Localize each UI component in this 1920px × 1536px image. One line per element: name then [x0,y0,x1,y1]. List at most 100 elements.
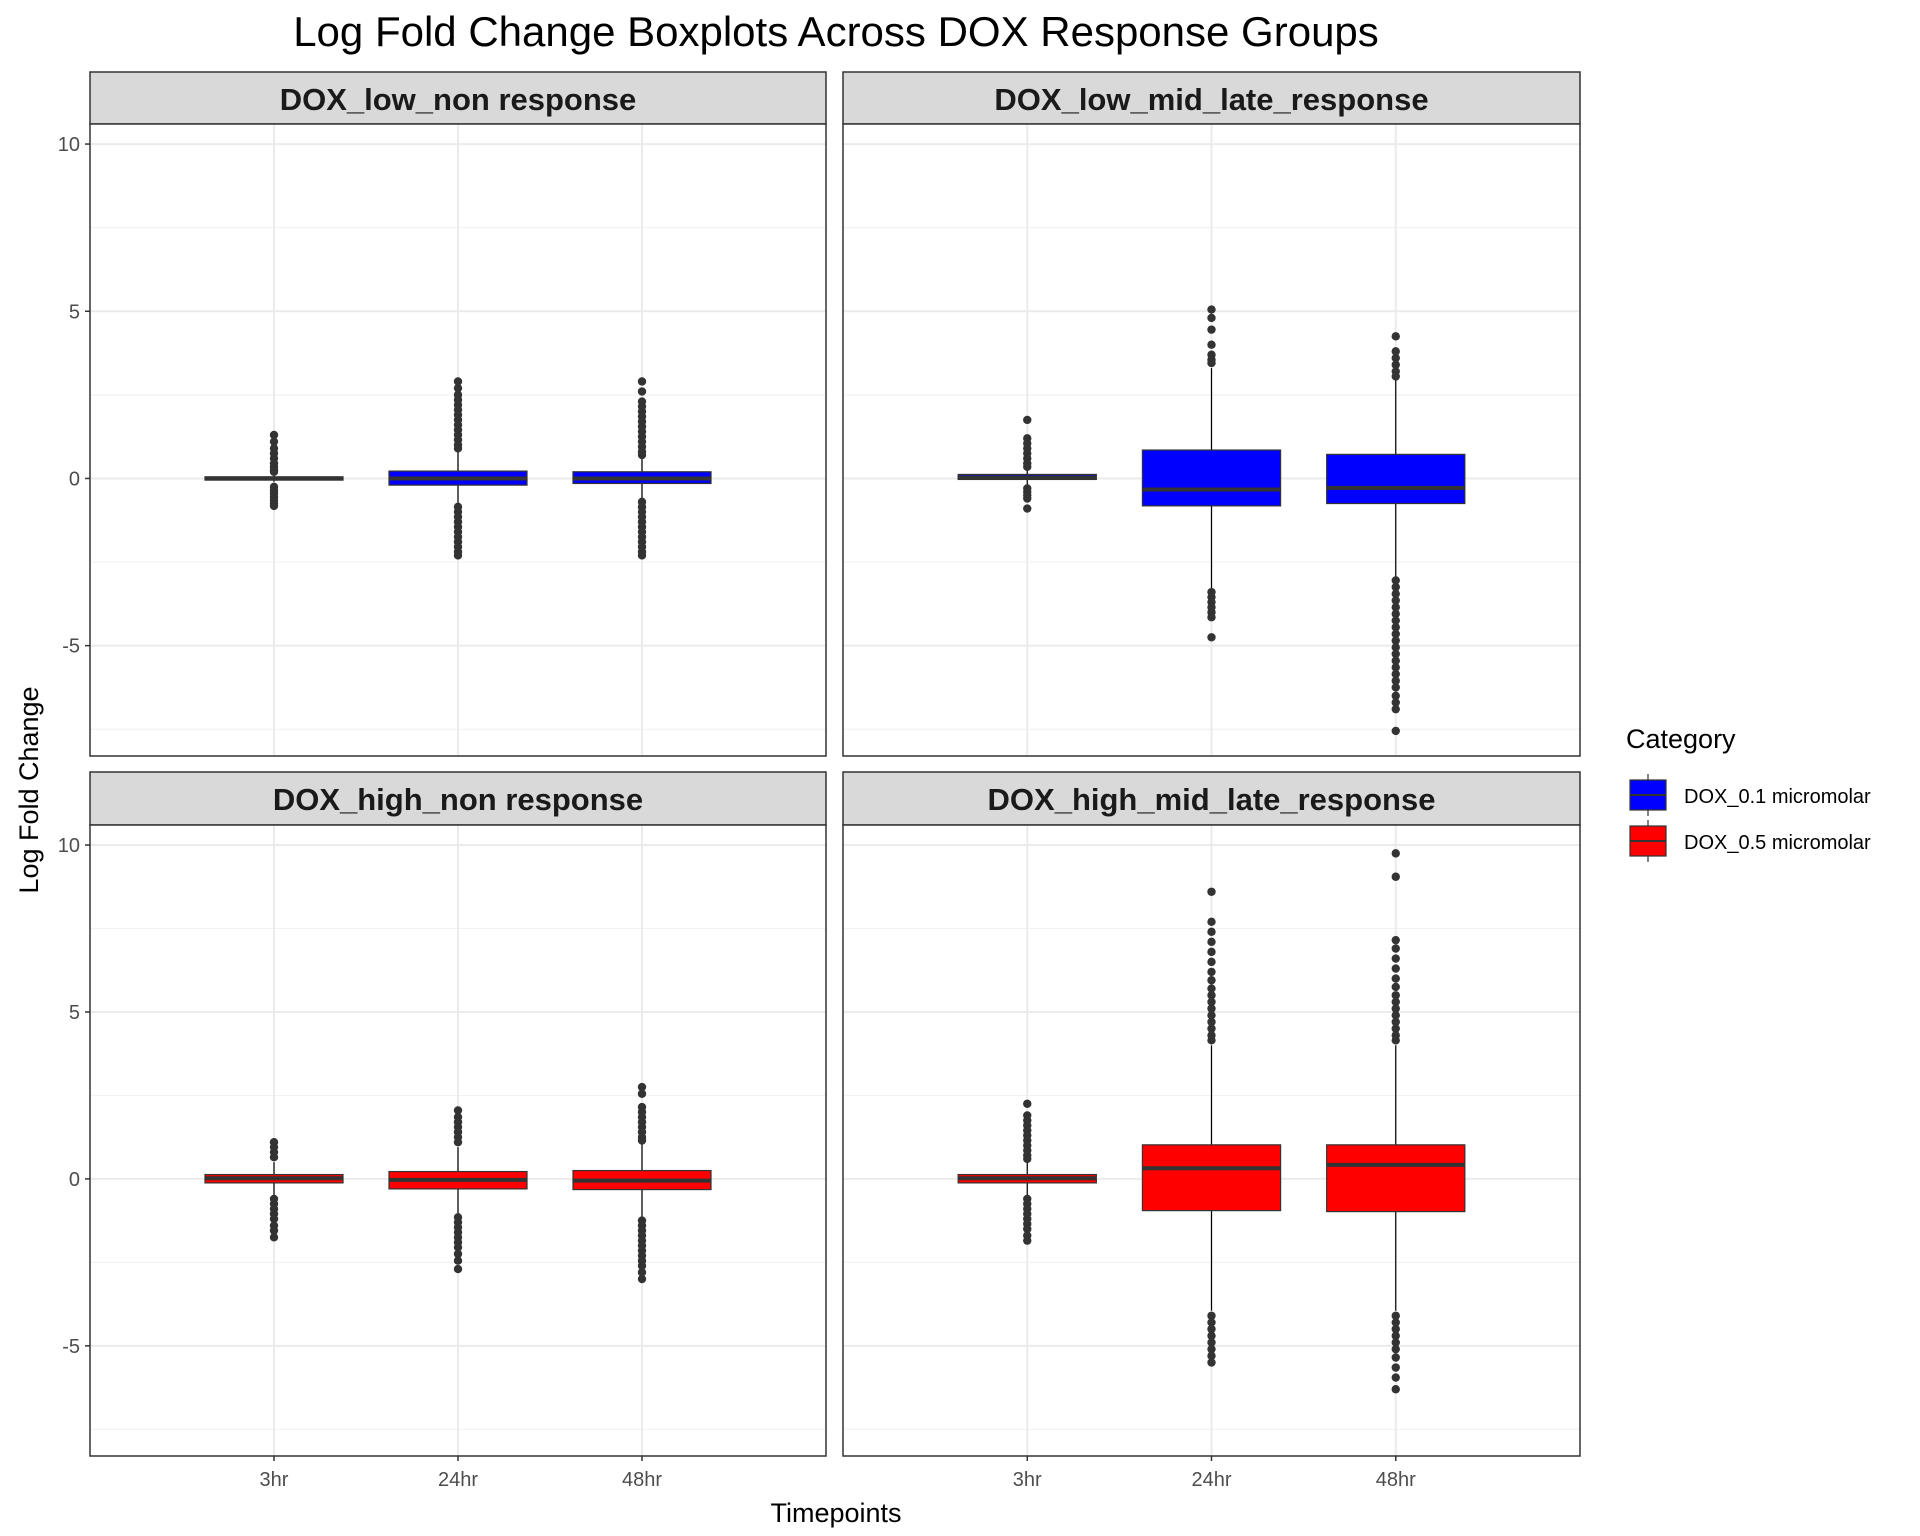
outlier-point [1391,1385,1400,1394]
x-axis-title: Timepoints [770,1498,901,1528]
outlier-point [453,444,463,453]
y-tick-label: -5 [62,636,80,658]
outlier-point [269,467,279,476]
outlier-point [1391,982,1400,992]
box-dox-low-non-response-24hr [388,377,528,560]
y-tick-label: 0 [69,468,80,490]
outlier-point [1391,849,1400,858]
x-tick-label: 24hr [1191,1469,1231,1491]
outlier-point [1391,629,1400,639]
outlier-point [1391,623,1400,632]
outlier-point [1207,1036,1216,1045]
panel-strip-label: DOX_low_non response [280,82,637,117]
panel-dox-high-non-response: DOX_high_non response -5 0 5 10 3hr 24hr 48hr [58,771,827,1491]
outlier-point [269,437,279,446]
outlier-point [453,1106,463,1115]
outlier-point [1023,494,1032,503]
outlier-point [453,1264,463,1274]
outlier-point [269,1214,279,1224]
outlier-point [1023,1224,1032,1234]
outlier-point [1391,1353,1400,1362]
y-axis-title: Log Fold Change [14,686,44,893]
outlier-point [269,501,279,511]
outlier-point [1391,669,1400,679]
outlier-point [1391,636,1400,645]
outlier-point [1391,676,1400,685]
outlier-point [1207,325,1216,334]
outlier-point [1391,656,1400,665]
outlier-point [1391,589,1400,599]
box-dox-high-mid-late-response-24hr [1141,887,1282,1367]
outlier-point [1391,964,1400,973]
outlier-point [1023,504,1032,513]
outlier-point [1391,997,1400,1007]
outlier-point [453,1249,463,1259]
outlier-point [1207,947,1216,957]
outlier-point [1391,991,1400,1000]
chart-title: Log Fold Change Boxplots Across DOX Resp… [293,8,1379,55]
outlier-point [453,383,463,393]
outlier-point [1391,1024,1400,1033]
legend-title: Category [1626,724,1736,754]
outlier-point [1207,1011,1216,1020]
outlier-point [453,1256,463,1265]
outlier-point [1391,1311,1400,1320]
y-tick-label: 10 [58,835,80,857]
outlier-point [637,1136,647,1145]
outlier-point [1391,974,1400,983]
outlier-point [1207,1017,1216,1027]
outlier-point [1207,917,1216,927]
outlier-point [1391,649,1400,659]
outlier-point [1207,1344,1216,1354]
outlier-point [1207,633,1216,642]
outlier-point [1207,1331,1216,1341]
box-iqr [1141,449,1282,507]
box-dox-low-non-response-48hr [572,377,712,560]
outlier-point [1023,1099,1032,1108]
outlier-point [1391,683,1400,692]
box-iqr [1326,453,1466,505]
outlier-point [269,1226,279,1235]
x-tick-label: 24hr [438,1469,478,1491]
outlier-point [1391,663,1400,672]
outlier-point [1391,698,1400,707]
outlier-point [1391,332,1400,341]
outlier-point [1391,616,1400,625]
outlier-point [637,377,647,386]
x-tick-label: 48hr [1376,1469,1416,1491]
outlier-point [1207,305,1216,314]
outlier-point [1023,1236,1032,1245]
box-dox-high-mid-late-response-48hr [1326,849,1466,1394]
outlier-point [1207,927,1216,937]
x-tick-label: 3hr [260,1469,289,1491]
outlier-point [1207,1318,1216,1327]
outlier-point [1207,991,1216,1000]
outlier-point [1207,613,1216,622]
legend-label: DOX_0.1 micromolar [1684,786,1871,808]
outlier-point [1207,937,1216,947]
outlier-point [1207,957,1216,967]
panel-dox-high-mid-late-response: DOX_high_mid_late_response 3hr 24hr 48hr [842,771,1581,1491]
outlier-point [453,377,463,386]
y-tick-label: 5 [69,1002,80,1024]
outlier-point [1391,1331,1400,1341]
box-dox-low-mid-late-response-48hr [1326,332,1466,736]
outlier-point [1391,704,1400,714]
outlier-point [1023,462,1032,471]
box-dox-low-non-response-3hr [204,430,344,511]
outlier-point [1207,358,1216,368]
legend-label: DOX_0.5 micromolar [1684,832,1871,854]
y-tick-label: 10 [58,134,80,156]
outlier-point [269,1152,279,1162]
panel-strip-label: DOX_high_non response [273,782,643,817]
outlier-point [453,551,463,560]
outlier-point [1391,1324,1400,1334]
outlier-point [637,450,647,460]
outlier-point [1207,1311,1216,1320]
outlier-point [1391,576,1400,585]
outlier-point [1391,643,1400,652]
box-dox-low-mid-late-response-24hr [1141,305,1282,642]
outlier-point [1391,1344,1400,1354]
box-dox-high-mid-late-response-3hr [957,1099,1097,1245]
